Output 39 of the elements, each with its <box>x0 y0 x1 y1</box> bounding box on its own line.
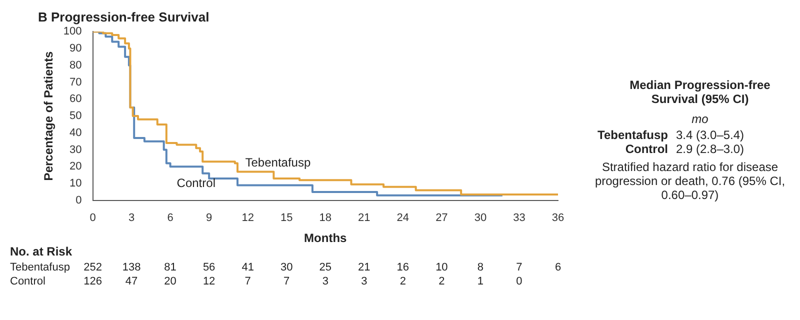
y-tick-label: 100 <box>63 26 82 38</box>
y-tick-label: 10 <box>70 178 82 190</box>
series-label: Tebentafusp <box>245 156 311 170</box>
chart-title: B Progression-free Survival <box>38 9 210 24</box>
y-tick-label: 90 <box>70 42 82 55</box>
text: mo <box>690 112 710 126</box>
x-tick-label: 18 <box>319 212 332 224</box>
x-tick-label: 0 <box>90 212 96 224</box>
y-tick-label: 40 <box>70 126 82 139</box>
text: Control 126 47 20 12 7 7 3 3 2 2 1 0 <box>10 275 522 288</box>
text: Control <box>624 142 668 156</box>
x-tick-label: 3 <box>128 212 135 224</box>
y-tick-label: 70 <box>70 76 82 88</box>
series-label: Control <box>176 176 216 190</box>
y-tick-label: 20 <box>70 160 82 173</box>
x-tick-label: 30 <box>474 212 487 224</box>
x-tick-label: 15 <box>280 212 293 224</box>
text: No. at Risk <box>10 244 72 259</box>
x-tick-label: 6 <box>167 212 174 224</box>
x-tick-label: 33 <box>513 212 526 224</box>
x-axis-title: Months <box>304 231 348 246</box>
text: Tebentafusp 252 138 81 56 41 30 25 21 16 10 8 7 6 <box>10 261 562 274</box>
x-tick-label: 21 <box>358 212 370 224</box>
x-tick-label: 27 <box>436 212 448 224</box>
x-tick-label: 9 <box>206 212 212 224</box>
text: 3.4 (3.0–5.4) <box>676 128 746 142</box>
text: 2.9 (2.8–3.0) <box>676 142 746 156</box>
y-tick-label: 30 <box>70 144 82 156</box>
x-tick-label: 12 <box>242 212 254 224</box>
y-tick-label: 80 <box>70 59 82 72</box>
x-tick-label: 24 <box>396 212 410 224</box>
text: Tebentafusp <box>596 128 668 142</box>
text: Stratified hazard ratio for disease progression or death, 0.76 (95% CI, 0.60–0.97) <box>594 160 786 202</box>
text: Median Progression-free Survival (95% CI) <box>628 78 772 106</box>
y-tick-label: 50 <box>70 110 82 122</box>
x-tick-label: 36 <box>552 212 564 224</box>
y-axis-title: Percentage of Patients <box>42 50 56 181</box>
y-tick-label: 0 <box>76 194 82 206</box>
y-tick-label: 60 <box>70 93 82 106</box>
